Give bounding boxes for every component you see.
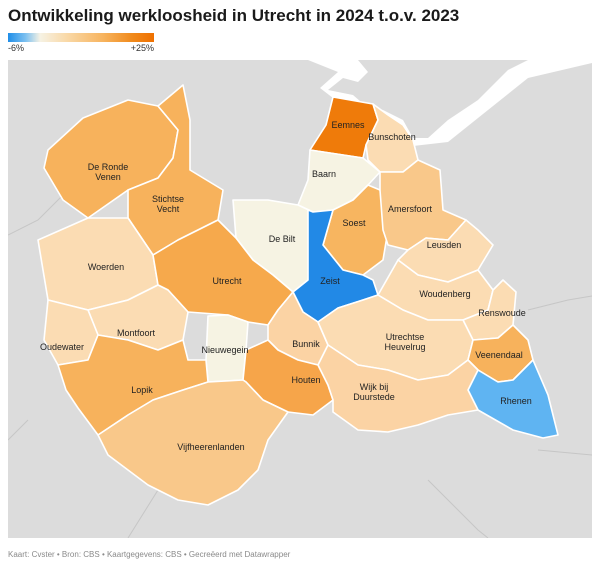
background-features: [8, 60, 592, 538]
legend-min-label: -6%: [8, 43, 25, 53]
legend-gradient-bar: [8, 33, 154, 42]
page-title: Ontwikkeling werkloosheid in Utrecht in …: [8, 6, 460, 25]
label-veenendaal: Veenendaal: [475, 350, 523, 360]
border-line: [8, 189, 69, 236]
label-bunschoten: Bunschoten: [368, 132, 416, 142]
label-rhenen: Rhenen: [500, 396, 532, 406]
label-houten: Houten: [291, 375, 320, 385]
label-bunnik: Bunnik: [292, 339, 320, 349]
label-utrecht: Utrecht: [212, 276, 242, 286]
label-woudenberg: Woudenberg: [419, 289, 470, 299]
label-nieuwegein: Nieuwegein: [201, 345, 248, 355]
border-line: [127, 489, 159, 538]
source-footer: Kaart: Cvster • Bron: CBS • Kaartgegeven…: [8, 550, 291, 559]
label-baarn: Baarn: [312, 169, 336, 179]
municipality-vijfheerenlanden[interactable]: [97, 379, 289, 506]
label-eemnes: Eemnes: [331, 120, 365, 130]
label-stichtse-vecht: Stichtse Vecht: [152, 194, 184, 214]
municipality-rhenen[interactable]: [467, 359, 559, 439]
map-container[interactable]: Eemnes Bunschoten Baarn De Ronde Venen Sticht…: [8, 60, 592, 538]
label-amersfoort: Amersfoort: [388, 204, 433, 214]
lake-water: [308, 60, 592, 146]
label-montfoort: Montfoort: [117, 328, 156, 338]
border-line: [8, 419, 29, 441]
legend-max-label: +25%: [130, 43, 154, 53]
municipality-lopik[interactable]: [57, 334, 209, 436]
label-zeist: Zeist: [320, 276, 340, 286]
label-renswoude: Renswoude: [478, 308, 526, 318]
label-de-bilt: De Bilt: [269, 234, 296, 244]
label-soest: Soest: [342, 218, 366, 228]
border-line: [537, 449, 592, 456]
label-leusden: Leusden: [427, 240, 462, 250]
label-de-ronde-venen: De Ronde Venen: [88, 162, 129, 182]
municipality-wijk-bij-duurstede[interactable]: [317, 344, 479, 433]
label-woerden: Woerden: [88, 262, 124, 272]
legend-labels: -6% +25%: [8, 43, 154, 55]
label-oudewater: Oudewater: [40, 342, 84, 352]
label-wijk-bij-duurstede: Wijk bij Duurstede: [353, 382, 395, 402]
label-lopik: Lopik: [131, 385, 153, 395]
label-utrechtse-heuvelrug: Utrechtse Heuvelrug: [384, 332, 425, 352]
border-line: [427, 479, 489, 538]
border-line: [527, 295, 592, 311]
color-legend: -6% +25%: [8, 33, 154, 55]
label-vijfheerenlanden: Vijfheerenlanden: [177, 442, 244, 452]
